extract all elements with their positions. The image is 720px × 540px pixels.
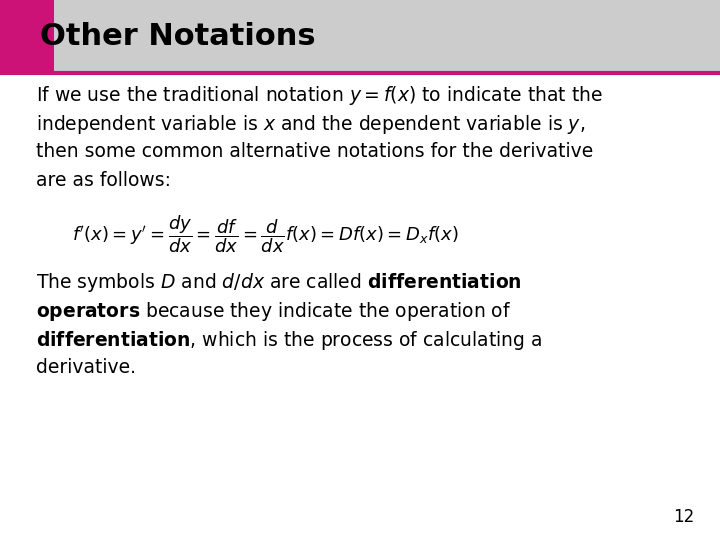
Text: independent variable is $x$ and the dependent variable is $y$,: independent variable is $x$ and the depe… bbox=[36, 113, 585, 136]
Text: 12: 12 bbox=[673, 509, 695, 526]
Text: are as follows:: are as follows: bbox=[36, 171, 171, 190]
FancyBboxPatch shape bbox=[0, 0, 54, 73]
Text: $\mathbf{operators}$ because they indicate the operation of: $\mathbf{operators}$ because they indica… bbox=[36, 300, 511, 323]
Text: then some common alternative notations for the derivative: then some common alternative notations f… bbox=[36, 142, 593, 161]
Text: Other Notations: Other Notations bbox=[40, 22, 315, 51]
Text: If we use the traditional notation $y = f(x)$ to indicate that the: If we use the traditional notation $y = … bbox=[36, 84, 603, 107]
Text: $f'(x) = y' = \dfrac{dy}{dx} = \dfrac{df}{dx} = \dfrac{d}{dx}f(x) = Df(x) = D_x : $f'(x) = y' = \dfrac{dy}{dx} = \dfrac{df… bbox=[72, 214, 459, 255]
Text: The symbols $D$ and $d/dx$ are called $\mathbf{differentiation}$: The symbols $D$ and $d/dx$ are called $\… bbox=[36, 271, 522, 294]
Text: $\mathbf{differentiation}$, which is the process of calculating a: $\mathbf{differentiation}$, which is the… bbox=[36, 329, 542, 352]
FancyBboxPatch shape bbox=[0, 0, 720, 73]
Text: derivative.: derivative. bbox=[36, 358, 136, 377]
